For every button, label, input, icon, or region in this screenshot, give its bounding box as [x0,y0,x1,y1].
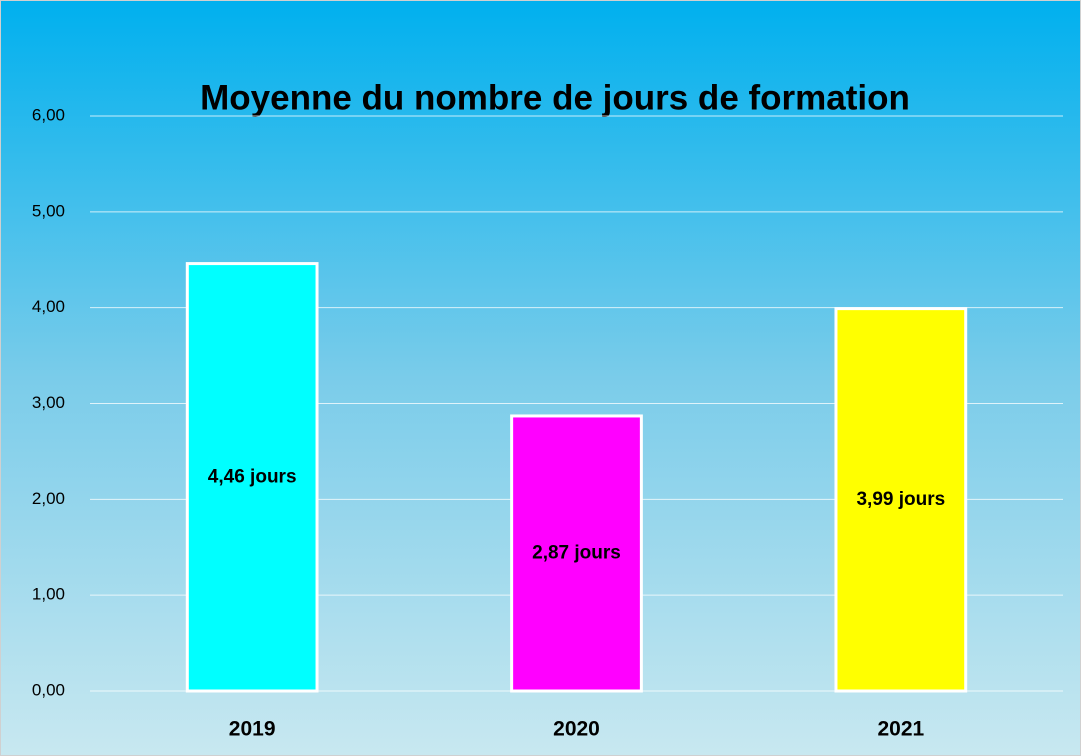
bar [185,262,319,693]
chart-title: Moyenne du nombre de jours de formation [200,78,910,117]
y-tick-label: 5,00 [32,201,65,220]
y-tick-label: 0,00 [32,680,65,699]
x-tick-label: 2021 [877,718,924,741]
y-tick-label: 1,00 [32,585,65,604]
bar [834,307,968,693]
data-label: 3,99 jours [856,489,945,510]
y-tick-label: 4,00 [32,297,65,316]
data-label: 4,46 jours [208,466,297,487]
x-tick-label: 2019 [229,718,276,741]
y-tick-label: 3,00 [32,393,65,412]
x-tick-label: 2020 [553,718,600,741]
data-label: 2,87 jours [532,542,621,563]
y-tick-label: 2,00 [32,489,65,508]
y-tick-label: 6,00 [32,105,65,124]
bar [510,414,643,693]
